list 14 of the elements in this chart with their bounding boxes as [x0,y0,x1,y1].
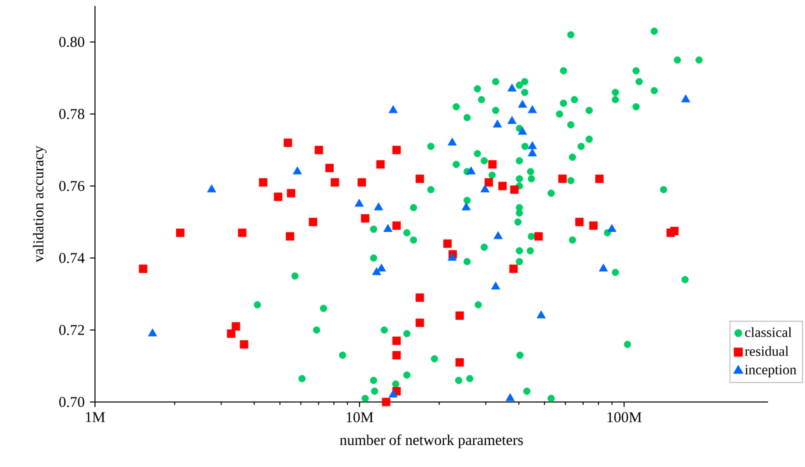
y-tick-label: 0.80 [59,36,84,48]
y-tick-label: 0.74 [59,252,85,264]
x-tick-label: 1M [86,412,105,422]
y-axis-title: validation accuracy [32,146,46,262]
legend-label: classical [745,327,792,338]
x-tick-label: 100M [608,412,642,422]
y-tick-label: 0.76 [59,180,84,192]
y-tick-label: 0.72 [59,324,84,336]
y-tick-label: 0.70 [59,396,84,408]
legend-label: residual [744,346,788,356]
legend-label: inception [744,365,796,378]
y-tick-label: 0.78 [59,108,84,120]
x-tick-label: 10M [346,412,374,422]
x-axis-title: number of network parameters [340,434,523,448]
